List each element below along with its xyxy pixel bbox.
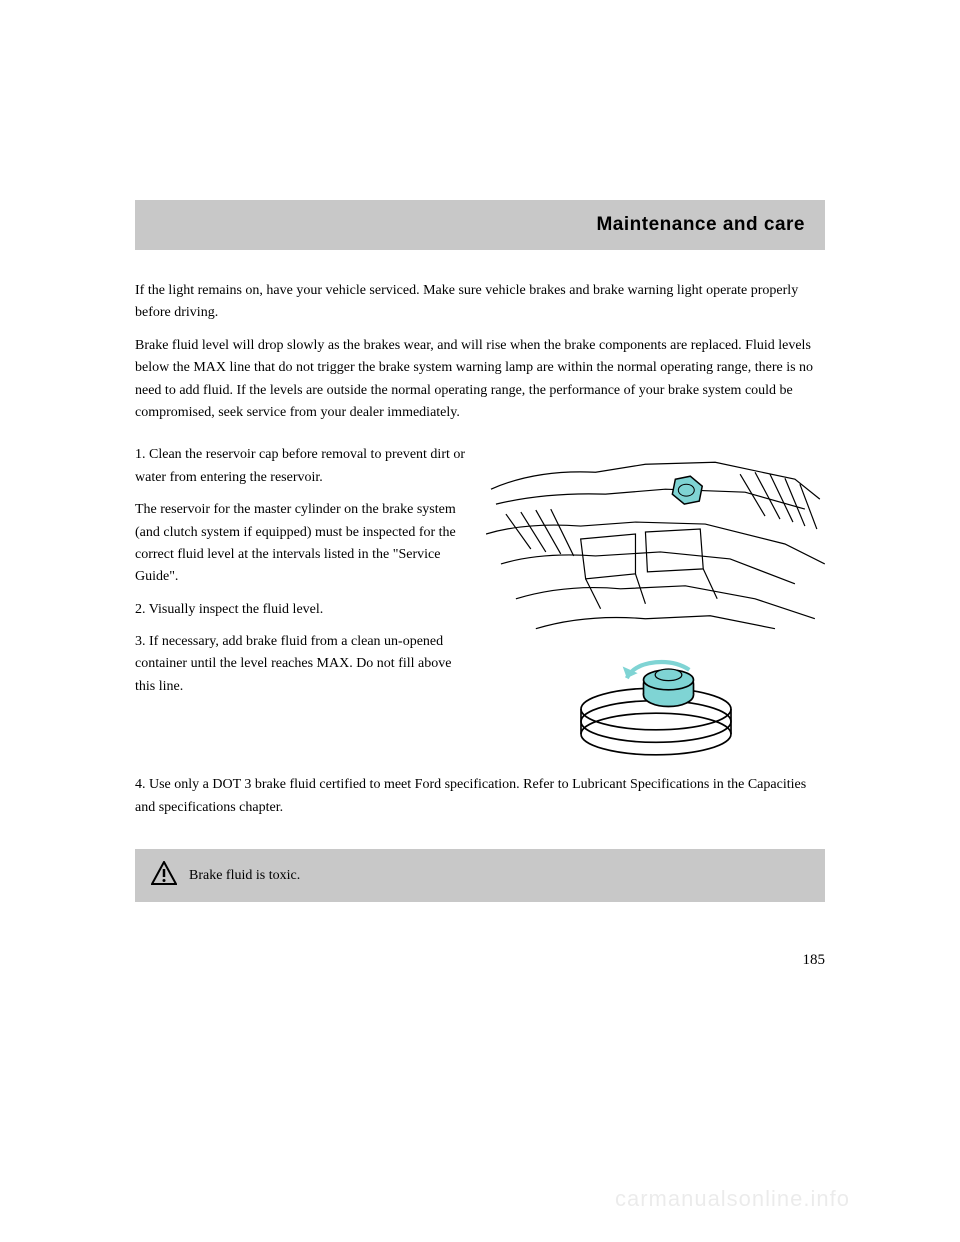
right-column — [486, 444, 825, 774]
watermark: carmanualsonline.info — [615, 1186, 850, 1212]
left-column: 1. Clean the reservoir cap before remova… — [135, 444, 466, 774]
step-1a: 1. Clean the reservoir cap before remova… — [135, 444, 466, 489]
content-area: If the light remains on, have your vehic… — [135, 280, 825, 969]
step-3: 3. If necessary, add brake fluid from a … — [135, 631, 466, 698]
page-container: Maintenance and care If the light remain… — [0, 0, 960, 1242]
two-column-section: 1. Clean the reservoir cap before remova… — [135, 444, 825, 774]
engine-compartment-figure — [486, 444, 825, 634]
page-number: 185 — [135, 952, 825, 969]
header-title: Maintenance and care — [596, 214, 805, 235]
reservoir-cap-highlighted — [673, 477, 703, 505]
warning-text: Brake fluid is toxic. — [189, 868, 300, 884]
reservoir-figure — [486, 644, 825, 774]
step-2: 2. Visually inspect the fluid level. — [135, 599, 466, 621]
section-header: Maintenance and care — [135, 200, 825, 250]
step-1b: The reservoir for the master cylinder on… — [135, 499, 466, 589]
engine-compartment-svg — [486, 444, 825, 634]
reservoir-cap — [643, 669, 693, 707]
reservoir-svg — [556, 649, 756, 769]
warning-box: Brake fluid is toxic. — [135, 849, 825, 902]
brake-warning-paragraph: If the light remains on, have your vehic… — [135, 280, 825, 325]
warning-triangle-icon — [151, 861, 177, 890]
step-4: 4. Use only a DOT 3 brake fluid certifie… — [135, 774, 825, 819]
brake-wear-paragraph: Brake fluid level will drop slowly as th… — [135, 335, 825, 425]
